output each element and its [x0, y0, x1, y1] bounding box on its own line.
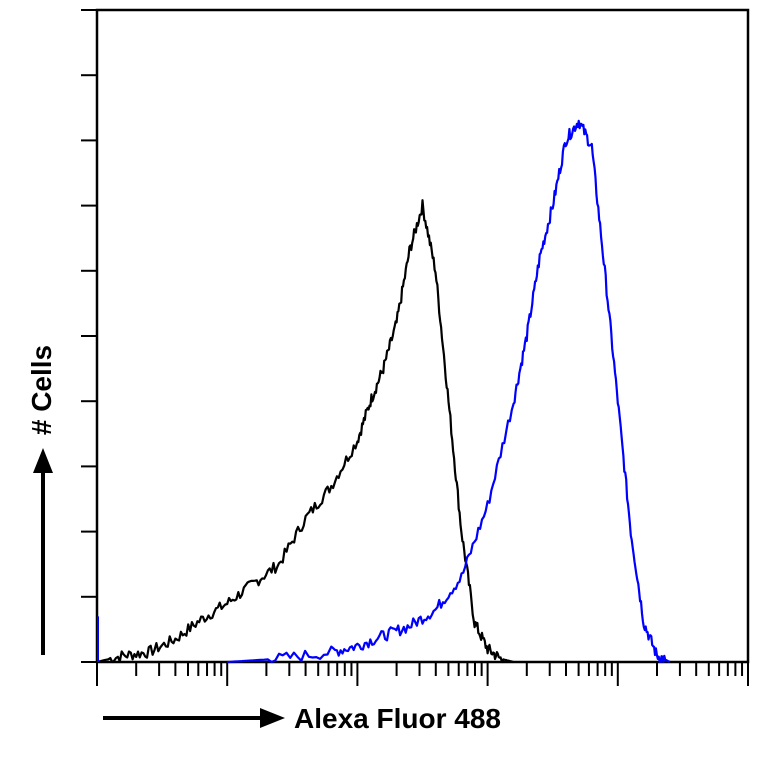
x-axis-arrow-head	[260, 708, 285, 728]
axis-ticks	[81, 9, 749, 686]
series-layer	[96, 119, 671, 664]
y-axis-arrow-head	[33, 448, 53, 473]
y-axis-label: # Cells	[26, 345, 57, 435]
histogram-series-2	[227, 119, 671, 664]
x-axis-label: Alexa Fluor 488	[294, 703, 501, 734]
plot-frame	[95, 8, 750, 664]
